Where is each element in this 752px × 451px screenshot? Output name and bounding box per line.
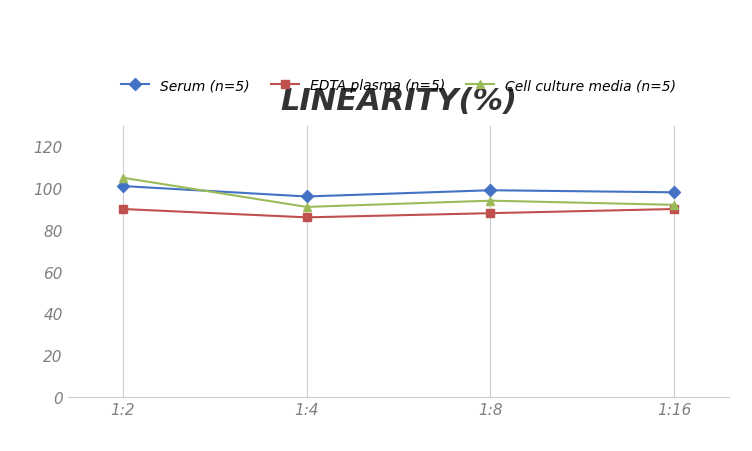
Title: LINEARITY(%): LINEARITY(%) xyxy=(280,87,517,115)
Serum (n=5) xyxy=(670,190,679,196)
Cell culture media (n=5) xyxy=(486,198,495,204)
EDTA plasma (n=5) xyxy=(118,207,127,212)
Legend: Serum (n=5), EDTA plasma (n=5), Cell culture media (n=5): Serum (n=5), EDTA plasma (n=5), Cell cul… xyxy=(116,74,681,99)
Cell culture media (n=5) xyxy=(670,202,679,208)
Serum (n=5) xyxy=(486,188,495,193)
EDTA plasma (n=5) xyxy=(670,207,679,212)
Serum (n=5) xyxy=(302,194,311,200)
Line: Cell culture media (n=5): Cell culture media (n=5) xyxy=(119,174,678,212)
Cell culture media (n=5) xyxy=(118,175,127,181)
Serum (n=5) xyxy=(118,184,127,189)
Cell culture media (n=5) xyxy=(302,205,311,210)
Line: EDTA plasma (n=5): EDTA plasma (n=5) xyxy=(119,205,678,222)
Line: Serum (n=5): Serum (n=5) xyxy=(119,183,678,201)
EDTA plasma (n=5) xyxy=(486,211,495,216)
EDTA plasma (n=5) xyxy=(302,215,311,221)
